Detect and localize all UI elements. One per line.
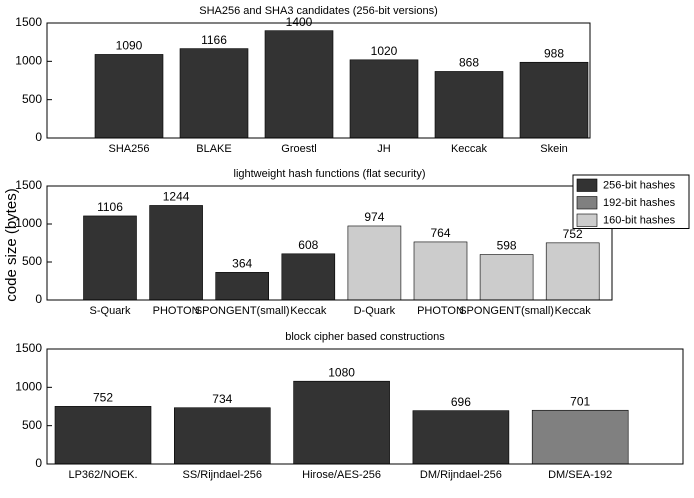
- bar: [149, 205, 203, 301]
- value-label: 608: [298, 238, 318, 252]
- x-tick-label: LP362/NOEK.: [68, 469, 137, 481]
- value-label: 868: [459, 56, 479, 70]
- x-tick-label: JH: [377, 143, 391, 155]
- bar: [281, 253, 336, 301]
- x-tick-label: Keccak: [290, 305, 327, 317]
- x-tick-label: SS/Rijndael-256: [183, 469, 263, 481]
- bar: [479, 254, 534, 301]
- bar: [347, 225, 402, 301]
- bar: [264, 30, 334, 139]
- bar: [519, 61, 589, 139]
- y-tick-label: 0: [35, 292, 42, 306]
- chart-title: block cipher based constructions: [285, 331, 445, 343]
- x-tick-label: D-Quark: [354, 305, 396, 317]
- legend-label: 256-bit hashes: [603, 180, 676, 192]
- y-tick-label: 1000: [15, 54, 42, 68]
- bar: [531, 409, 629, 465]
- value-label: 1166: [201, 33, 227, 47]
- x-tick-label: Hirose/AES-256: [302, 469, 381, 481]
- y-tick-label: 1500: [15, 341, 42, 355]
- x-tick-label: SPONGENT(small): [459, 305, 554, 317]
- legend-swatch: [576, 213, 598, 227]
- legend-label: 160-bit hashes: [603, 215, 676, 227]
- value-label: 752: [563, 227, 583, 241]
- x-tick-label: DM/Rijndael-256: [420, 469, 502, 481]
- x-tick-label: Keccak: [451, 143, 488, 155]
- axes-frame: [46, 348, 684, 465]
- bar: [179, 48, 249, 139]
- value-label: 1020: [371, 44, 398, 58]
- y-tick-label: 1000: [15, 216, 42, 230]
- legend-label: 192-bit hashes: [603, 197, 676, 209]
- bar: [94, 54, 164, 139]
- value-label: 1080: [328, 365, 355, 379]
- value-label: 764: [430, 226, 450, 240]
- bar: [83, 215, 137, 301]
- chart-title: SHA256 and SHA3 candidates (256-bit vers…: [199, 5, 437, 17]
- chart-title: lightweight hash functions (flat securit…: [234, 168, 426, 180]
- value-label: 598: [497, 239, 517, 253]
- value-label: 1090: [116, 39, 143, 53]
- x-tick-label: Keccak: [555, 305, 592, 317]
- y-tick-label: 0: [35, 456, 42, 470]
- legend-swatch: [576, 196, 598, 210]
- axes-frame: [46, 185, 613, 301]
- value-label: 364: [232, 257, 252, 271]
- value-label: 734: [212, 392, 232, 406]
- y-tick-label: 1500: [15, 15, 42, 29]
- value-label: 1106: [97, 200, 123, 214]
- x-tick-label: Skein: [540, 143, 568, 155]
- value-label: 701: [570, 394, 590, 408]
- bar: [293, 380, 390, 465]
- legend-swatch: [576, 178, 598, 192]
- value-label: 974: [364, 210, 384, 224]
- x-tick-label: SPONGENT(small): [195, 305, 290, 317]
- bar: [215, 272, 269, 301]
- y-tick-label: 0: [35, 130, 42, 144]
- bar: [413, 241, 468, 301]
- value-label: 1400: [286, 15, 313, 29]
- x-tick-label: PHOTON: [153, 305, 200, 317]
- y-tick-label: 500: [22, 92, 42, 106]
- y-axis-label: code size (bytes): [3, 188, 20, 301]
- axes-frame: [46, 22, 591, 139]
- bar: [54, 406, 152, 465]
- x-tick-label: BLAKE: [196, 143, 231, 155]
- bar: [545, 242, 600, 301]
- value-label: 752: [93, 391, 113, 405]
- bar: [174, 407, 271, 465]
- x-tick-label: Groestl: [281, 143, 316, 155]
- y-tick-label: 500: [22, 418, 42, 432]
- value-label: 1244: [163, 190, 190, 204]
- bar: [349, 59, 419, 139]
- x-tick-label: DM/SEA-192: [548, 469, 612, 481]
- bar: [434, 71, 504, 139]
- x-tick-label: SHA256: [109, 143, 150, 155]
- y-tick-label: 500: [22, 254, 42, 268]
- y-tick-label: 1500: [15, 178, 42, 192]
- y-tick-label: 1000: [15, 380, 42, 394]
- value-label: 988: [544, 46, 564, 60]
- x-tick-label: S-Quark: [90, 305, 131, 317]
- value-label: 696: [451, 395, 471, 409]
- bar: [412, 410, 510, 465]
- x-tick-label: PHOTON: [417, 305, 464, 317]
